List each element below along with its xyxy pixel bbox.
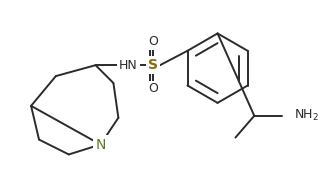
- Text: O: O: [148, 83, 158, 95]
- Text: O: O: [148, 35, 158, 48]
- Text: S: S: [148, 58, 158, 72]
- Text: N: N: [95, 138, 106, 152]
- Text: NH$_2$: NH$_2$: [294, 108, 319, 123]
- Text: HN: HN: [119, 59, 138, 72]
